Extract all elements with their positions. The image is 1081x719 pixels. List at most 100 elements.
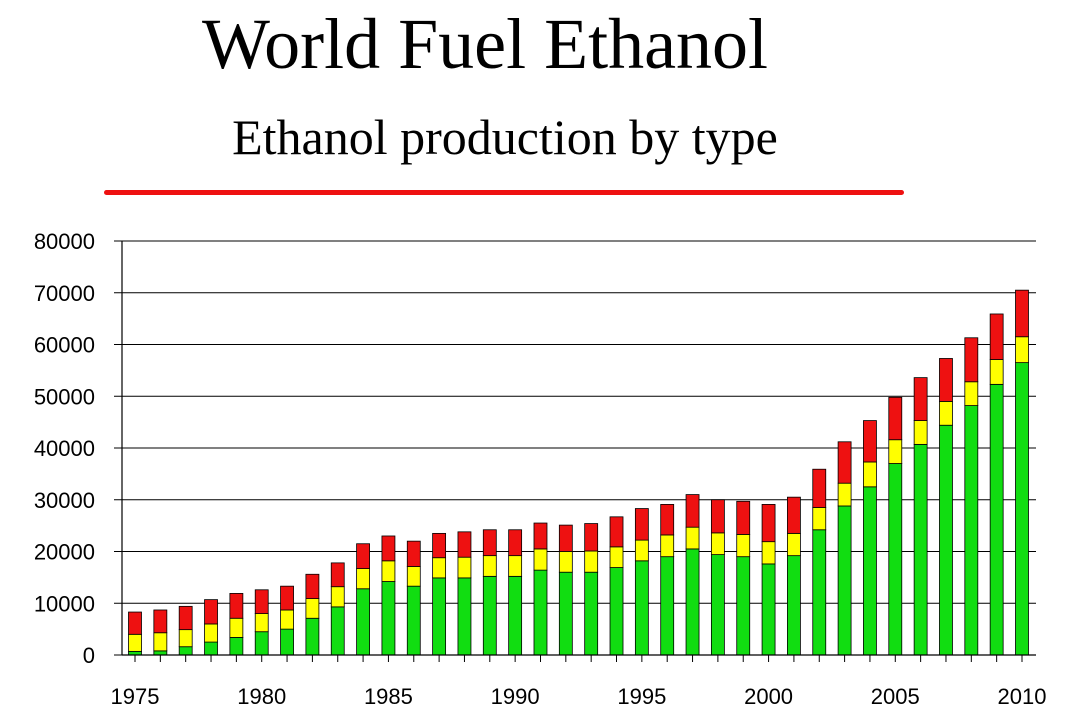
bar-segment: [204, 599, 218, 625]
bar-segment: [381, 560, 396, 582]
bar-segment: [761, 541, 776, 565]
chart-title: World Fuel Ethanol: [201, 4, 769, 84]
bar-segment: [356, 543, 370, 569]
bar-segment: [1015, 289, 1029, 338]
bar-segment: [533, 569, 548, 656]
bar-segment: [710, 554, 725, 656]
y-tick-label: 30000: [34, 488, 95, 513]
bar-segment: [558, 524, 573, 552]
bar-segment: [736, 534, 751, 558]
bar-segment: [787, 496, 801, 534]
bar-segment: [305, 598, 320, 619]
y-tick-label: 10000: [34, 591, 95, 616]
bar-segment: [254, 613, 269, 633]
bar-segment: [254, 589, 269, 614]
bar-segment: [761, 563, 776, 656]
chart-subtitle: Ethanol production by type: [232, 109, 778, 165]
bar-segment: [989, 383, 1004, 656]
bar-segment: [330, 606, 345, 656]
bar-segment: [153, 650, 168, 656]
bar-segment: [710, 499, 725, 534]
bar-segment: [634, 508, 649, 541]
bar-segment: [939, 358, 953, 402]
y-tick-label: 20000: [34, 540, 95, 565]
bar-segment: [204, 623, 218, 643]
bar-segment: [204, 641, 218, 656]
bar-segment: [330, 586, 345, 608]
bar-segment: [533, 548, 548, 571]
bar-segment: [508, 529, 523, 557]
bar-segment: [229, 593, 244, 619]
axes: [121, 241, 1036, 662]
bar-segment: [229, 637, 244, 656]
bar-segment: [229, 617, 244, 638]
bar-segment: [381, 581, 396, 656]
y-tick-labels: 0 10000 20000 30000 40000 50000 60000 70000 8000…: [34, 229, 95, 668]
bar-segment: [406, 585, 421, 656]
x-tick-label: 1985: [364, 684, 413, 709]
bar-segment: [939, 401, 953, 426]
bar-segment: [178, 605, 193, 631]
bar-segment: [508, 555, 523, 577]
bar-segment: [660, 556, 675, 656]
bar-segment: [432, 532, 447, 559]
bar-segment: [863, 486, 877, 656]
y-tick-label: 40000: [34, 436, 95, 461]
bar-segment: [888, 396, 903, 441]
y-tick-label: 50000: [34, 384, 95, 409]
bar-segment: [305, 617, 320, 656]
x-tick-label: 1980: [237, 684, 286, 709]
bar-segment: [609, 546, 624, 568]
bar-segment: [482, 555, 497, 577]
y-tick-label: 0: [83, 643, 95, 668]
bar-segment: [989, 313, 1004, 360]
bar-segment: [913, 377, 928, 421]
bar-segment: [913, 443, 928, 656]
bar-segment: [457, 531, 472, 558]
bar-segment: [432, 577, 447, 656]
bar-segment: [634, 560, 649, 656]
bar-segment: [584, 571, 599, 656]
bar-segment: [178, 646, 193, 656]
bar-segment: [761, 504, 776, 543]
x-tick-label: 2010: [998, 684, 1047, 709]
bar-segment: [837, 482, 852, 507]
bar-segment: [736, 500, 751, 535]
y-tick-label: 80000: [34, 229, 95, 254]
bar-segment: [482, 575, 497, 656]
bar-segment: [989, 359, 1004, 385]
bar-segment: [584, 523, 599, 552]
bar-segment: [863, 420, 877, 463]
x-tick-labels: 1975 1980 1985 1990 1995 2000 2005 2010: [111, 684, 1047, 709]
bar-segment: [584, 550, 599, 573]
bar-segment: [888, 439, 903, 464]
bar-segment: [432, 557, 447, 579]
bar-segment: [812, 468, 827, 508]
bar-segment: [685, 494, 700, 528]
bar-segment: [736, 556, 751, 656]
bar-segment: [964, 405, 979, 656]
bar-segment: [660, 504, 675, 536]
bars: [128, 289, 1029, 656]
bar-segment: [356, 568, 370, 590]
bar-segment: [356, 588, 370, 656]
bar-segment: [508, 575, 523, 656]
bar-segment: [482, 529, 497, 557]
bar-segment: [457, 556, 472, 579]
bar-segment: [837, 441, 852, 484]
bar-segment: [381, 535, 396, 562]
bar-segment: [280, 585, 294, 611]
bar-segment: [863, 461, 877, 488]
x-tick-label: 1975: [111, 684, 160, 709]
x-tick-label: 2005: [871, 684, 920, 709]
bar-segment: [913, 420, 928, 445]
bar-segment: [888, 463, 903, 656]
bar-segment: [812, 529, 827, 656]
bar-segment: [634, 539, 649, 562]
bar-segment: [254, 631, 269, 656]
bar-segment: [939, 424, 953, 656]
y-tick-label: 60000: [34, 333, 95, 358]
bar-segment: [609, 567, 624, 656]
x-tick-label: 1990: [491, 684, 540, 709]
